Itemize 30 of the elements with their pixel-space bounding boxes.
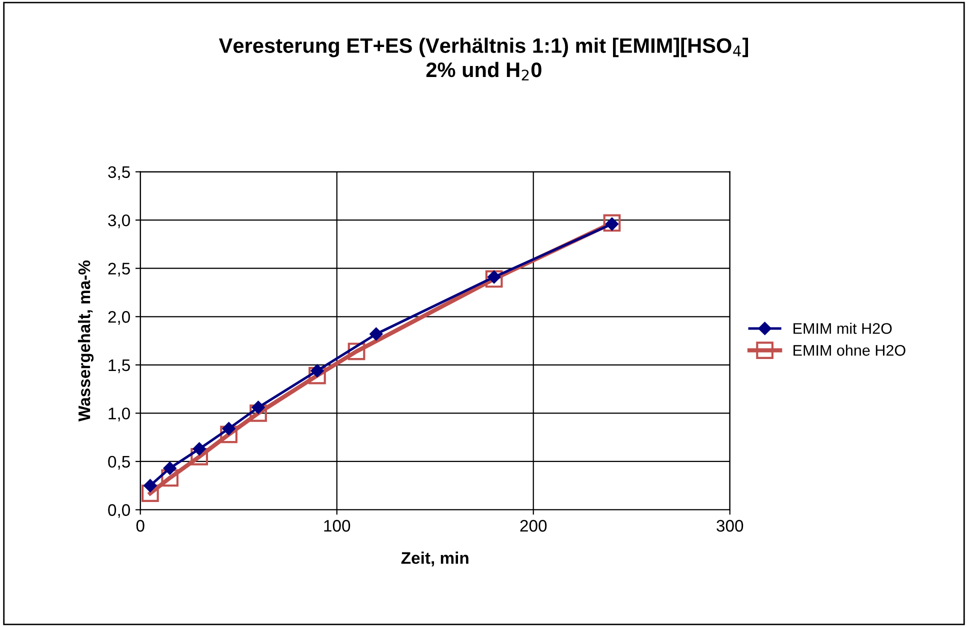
y-tick-label: 3,0 bbox=[108, 214, 130, 228]
point bbox=[142, 484, 159, 502]
y-tick-label: 1,0 bbox=[108, 408, 130, 422]
x-tick-label: 0 bbox=[136, 520, 144, 532]
point bbox=[220, 426, 238, 444]
chart-title: Veresterung ET+ES (Verhältnis 1:1) mit [EMIM][HSO$_{4}$] 2% und H$_{2}$0 bbox=[218, 38, 748, 80]
point bbox=[308, 366, 326, 384]
point bbox=[144, 479, 157, 492]
point bbox=[485, 270, 503, 288]
point bbox=[603, 214, 621, 232]
x-tick-label: 300 bbox=[716, 520, 744, 532]
legend-label: EMIM ohne H2O bbox=[794, 344, 906, 356]
point bbox=[192, 442, 206, 456]
point bbox=[163, 462, 176, 475]
x-tick-label: 200 bbox=[520, 520, 547, 532]
y-tick-label: 0,0 bbox=[108, 504, 130, 518]
x-axis-title: Zeit, min bbox=[401, 552, 468, 566]
y-axis-title: Wassergehalt, ma-% bbox=[78, 260, 94, 422]
point bbox=[161, 469, 179, 487]
y-tick-label: 2,5 bbox=[108, 262, 130, 277]
point bbox=[370, 327, 383, 341]
legend-label: EMIM mit H2O bbox=[794, 322, 892, 334]
y-tick-label: 2,0 bbox=[108, 311, 130, 325]
point bbox=[190, 448, 208, 466]
y-tick-label: 0,5 bbox=[108, 456, 130, 470]
y-tick-label: 1,5 bbox=[108, 359, 130, 374]
y-tick-label: 3,5 bbox=[108, 166, 130, 180]
point bbox=[348, 342, 366, 360]
x-tick-label: 100 bbox=[324, 520, 350, 532]
point bbox=[250, 404, 267, 422]
